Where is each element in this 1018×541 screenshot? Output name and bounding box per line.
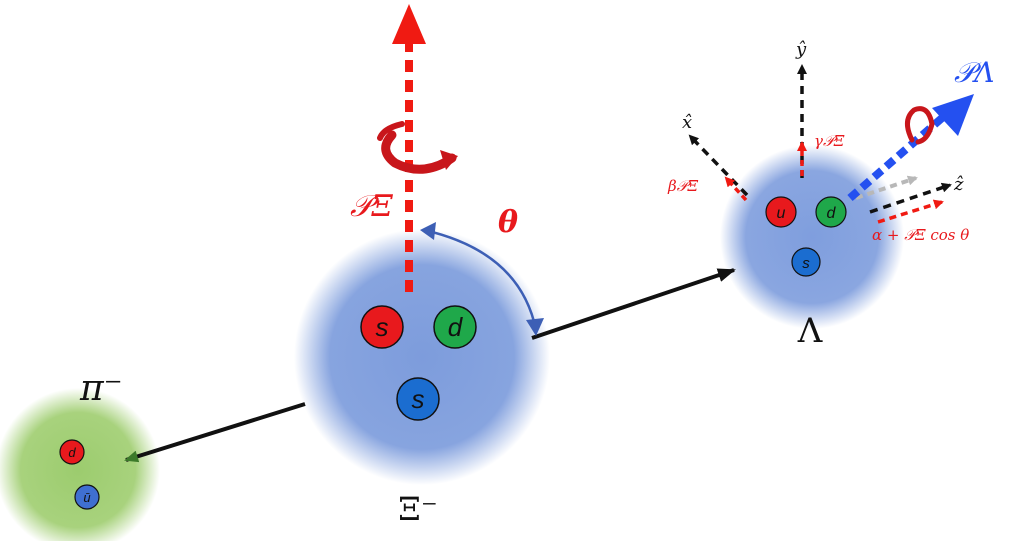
xi-quark-d: d (433, 305, 477, 349)
svg-text:u: u (777, 205, 786, 222)
xi-label: Ξ⁻ (398, 490, 437, 528)
lambda-polarization-arrowhead (932, 94, 974, 136)
svg-text:d: d (827, 205, 837, 222)
svg-text:s: s (802, 255, 810, 272)
svg-text:s: s (376, 312, 389, 342)
lambda-spin-curl-icon (905, 106, 935, 145)
z-projection-grey (855, 175, 918, 200)
z-axis-arrow (869, 182, 952, 214)
lambda-baryon-glow (720, 145, 904, 329)
xi-quark-s2: s (396, 377, 440, 421)
lambda-quark-s: s (791, 247, 821, 277)
xi-polarization-arrowhead (392, 4, 426, 44)
lambda-quark-d: d (815, 196, 847, 228)
theta-arc (423, 228, 538, 331)
theta-arc-head-bottom (526, 318, 544, 336)
xi-quark-s1: s (360, 305, 404, 349)
lambda-polarization-arrow (847, 114, 945, 202)
x-hat-label: x̂ (682, 112, 692, 133)
beta-component-arrow (724, 176, 748, 202)
z-hat-label: ẑ (953, 174, 964, 195)
theta-label: θ (498, 205, 518, 240)
spin-curl-icon (377, 121, 458, 174)
p-lambda-label: 𝒫Λ (954, 56, 994, 89)
svg-text:d: d (448, 312, 464, 342)
svg-text:d: d (68, 445, 76, 460)
alpha-label: α + 𝒫Ξ cos θ (872, 226, 969, 244)
lambda-label: Λ (797, 311, 823, 351)
xi-to-pion-arrow (124, 402, 306, 463)
theta-arc-head-top (420, 222, 436, 240)
xi-baryon-glow (294, 229, 550, 485)
svg-text:s: s (412, 384, 425, 414)
pion-meson-glow (0, 388, 160, 541)
svg-text:ū: ū (83, 490, 90, 505)
y-hat-label: ŷ (795, 39, 807, 60)
lambda-quark-u: u (765, 196, 797, 228)
beta-label: β𝒫Ξ (667, 177, 698, 195)
gamma-label: γ𝒫Ξ (814, 132, 845, 150)
pion-quark-ubar: ū (74, 484, 100, 510)
pion-quark-d: d (59, 439, 85, 465)
p-xi-label: 𝒫Ξ (350, 189, 394, 224)
xi-to-lambda-arrow (531, 268, 736, 340)
pion-label: π⁻ (79, 368, 123, 409)
